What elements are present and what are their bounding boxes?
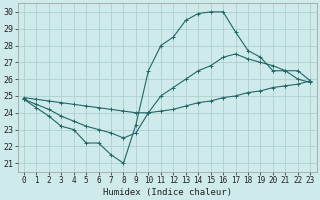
X-axis label: Humidex (Indice chaleur): Humidex (Indice chaleur) xyxy=(103,188,232,197)
